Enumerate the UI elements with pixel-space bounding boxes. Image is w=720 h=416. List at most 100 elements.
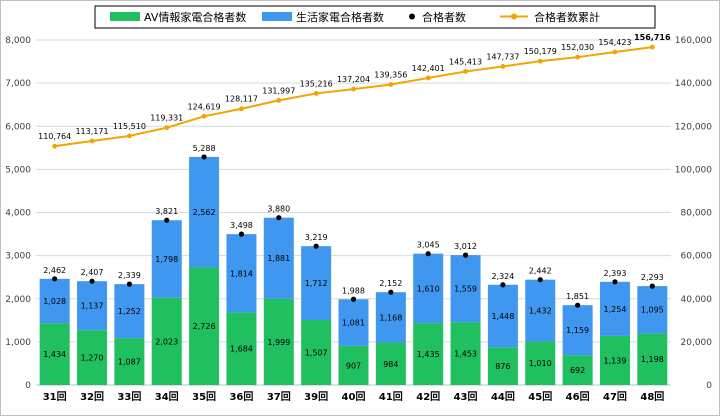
cumulative-marker	[425, 75, 431, 81]
total-marker	[238, 231, 245, 237]
label-life: 1,137	[81, 302, 104, 311]
label-life: 1,814	[230, 269, 253, 278]
total-label: 3,012	[454, 242, 477, 251]
y-right-tick-label: 140,000	[675, 79, 712, 89]
category-label: 32回	[80, 391, 104, 403]
cumulative-label: 119,331	[150, 114, 183, 123]
bar-av	[189, 267, 220, 385]
category-label: 41回	[379, 391, 403, 403]
bar-life	[525, 279, 556, 342]
total-marker	[350, 296, 357, 302]
total-label: 2,462	[43, 266, 66, 275]
bar-life	[77, 281, 108, 331]
cumulative-marker	[52, 143, 58, 149]
total-label: 3,880	[267, 205, 290, 214]
label-av: 1,453	[454, 350, 477, 359]
total-marker	[201, 154, 207, 160]
label-av: 1,507	[305, 349, 328, 358]
category-label: 44回	[491, 391, 515, 403]
legend-label: 合格者数	[422, 10, 466, 24]
total-marker	[313, 243, 319, 249]
y-right-tick-label: 40,000	[681, 295, 713, 305]
legend: AV情報家電合格者数 生活家電合格者数 合格者数 合格者数累計	[94, 5, 656, 29]
total-label: 2,152	[379, 279, 402, 288]
bar-life	[189, 156, 220, 268]
category-label: 33回	[117, 391, 141, 403]
cumulative-marker	[463, 69, 468, 74]
bar-av	[77, 330, 108, 385]
y-left-tick-label: 0	[25, 381, 31, 391]
cumulative-label: 113,171	[75, 127, 108, 136]
label-av: 1,999	[267, 338, 290, 347]
bar-life	[114, 284, 145, 339]
total-marker	[462, 252, 469, 258]
bar-life	[450, 255, 481, 323]
category-label: 48回	[640, 391, 664, 403]
label-life: 1,168	[379, 313, 402, 322]
y-left-tick-label: 3,000	[5, 252, 31, 262]
legend-box	[94, 5, 656, 29]
bar-life	[39, 278, 70, 324]
cumulative-label: 147,737	[486, 52, 519, 61]
y-right-tick-label: 0	[706, 381, 712, 391]
total-marker	[388, 289, 394, 295]
cumulative-marker	[201, 113, 207, 119]
label-av: 2,023	[155, 337, 178, 346]
total-marker	[52, 276, 58, 282]
total-marker	[500, 282, 506, 288]
cumulative-label: 154,423	[598, 38, 631, 47]
label-av: 1,198	[641, 355, 664, 364]
label-life: 1,712	[305, 279, 328, 288]
total-marker	[425, 251, 431, 257]
label-av: 1,435	[417, 350, 440, 359]
label-life: 2,562	[193, 208, 216, 217]
total-label: 2,324	[491, 272, 514, 281]
cumulative-polyline	[54, 46, 653, 148]
total-label: 2,393	[604, 269, 627, 278]
total-label: 3,045	[417, 241, 440, 250]
bar-life	[599, 281, 630, 336]
label-life: 1,432	[529, 307, 552, 316]
cumulative-marker	[388, 82, 394, 87]
cumulative-label: 115,510	[113, 122, 146, 131]
cumulative-marker	[276, 97, 282, 103]
category-label: 34回	[155, 391, 179, 403]
y-left-tick-label: 8,000	[5, 36, 31, 46]
total-label: 2,339	[118, 271, 141, 280]
category-label: 40回	[342, 391, 366, 403]
bar-av	[263, 298, 294, 385]
total-marker	[575, 302, 581, 308]
cumulative-label: 142,401	[412, 64, 445, 73]
cumulative-label: 150,179	[524, 47, 557, 56]
bar-life	[301, 246, 332, 321]
total-label: 3,219	[305, 233, 328, 242]
legend-label: 生活家電合格者数	[296, 10, 384, 24]
bar-av	[151, 297, 182, 385]
total-label: 5,288	[193, 144, 216, 153]
bar-life	[263, 217, 294, 299]
label-av: 907	[346, 361, 361, 370]
y-left-tick-label: 4,000	[5, 209, 31, 219]
total-label: 2,407	[81, 268, 104, 277]
y-right-tick-label: 120,000	[675, 122, 712, 132]
cumulative-label: 131,997	[262, 86, 295, 95]
label-av: 876	[495, 362, 510, 371]
category-label: 47回	[603, 391, 627, 403]
category-label: 42回	[416, 391, 440, 403]
bar-life	[487, 284, 518, 348]
total-label: 3,498	[230, 221, 253, 230]
bar-life	[375, 292, 406, 343]
label-life: 1,081	[342, 319, 365, 328]
total-marker	[612, 279, 618, 285]
cumulative-line	[52, 44, 655, 149]
label-life: 1,252	[118, 307, 141, 316]
cumulative-marker	[313, 91, 319, 96]
total-marker	[164, 217, 170, 223]
total-marker	[126, 281, 132, 287]
label-av: 984	[383, 360, 398, 369]
cumulative-marker	[351, 86, 356, 92]
label-av: 2,726	[193, 322, 216, 331]
cumulative-label: 128,117	[225, 95, 258, 104]
category-label: 45回	[528, 391, 552, 403]
